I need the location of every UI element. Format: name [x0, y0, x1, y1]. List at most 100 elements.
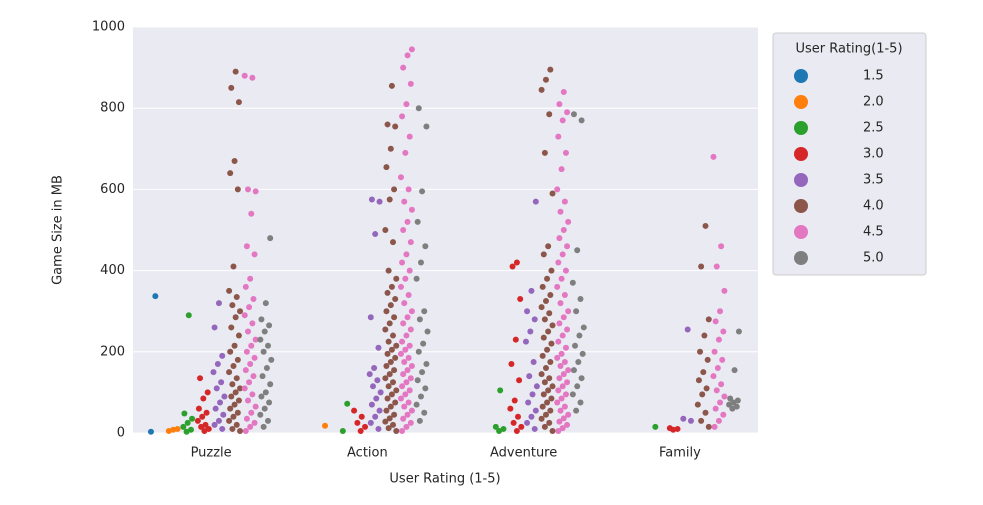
strip-point [560, 371, 567, 378]
strip-point [215, 300, 222, 307]
legend-title: User Rating(1-5) [795, 42, 902, 57]
strip-point [366, 371, 373, 378]
strip-point [404, 367, 411, 374]
strip-point [510, 419, 517, 426]
strip-point [530, 358, 537, 365]
y-axis-label: Game Size in MB [51, 175, 66, 285]
strip-point [370, 383, 376, 390]
strip-point [249, 74, 256, 81]
strip-point [258, 316, 265, 323]
strip-point [388, 346, 395, 353]
strip-point [358, 413, 365, 420]
strip-point [540, 251, 547, 258]
strip-point [528, 287, 535, 294]
strip-point [538, 304, 545, 311]
strip-point [576, 332, 583, 339]
strip-point [698, 417, 705, 424]
strip-point [241, 72, 248, 79]
strip-point [560, 88, 567, 95]
strip-point [423, 360, 430, 367]
strip-point [383, 363, 390, 370]
strip-point [500, 425, 507, 432]
legend-marker [794, 199, 808, 213]
strip-point [404, 411, 411, 418]
strip-point [367, 314, 374, 321]
strip-point [392, 399, 399, 406]
strip-point [404, 314, 411, 321]
strip-point [392, 296, 399, 303]
strip-point [400, 415, 407, 422]
strip-point [220, 411, 227, 418]
strip-point [322, 422, 329, 429]
strip-point [227, 170, 234, 177]
legend-label: 5.0 [863, 251, 884, 266]
strip-point [539, 403, 546, 410]
legend-label: 4.5 [863, 225, 884, 240]
strip-point [247, 423, 254, 430]
strip-point [174, 425, 181, 432]
strip-point [712, 318, 719, 325]
strip-point [237, 427, 244, 434]
strip-point [384, 395, 391, 402]
strip-point [262, 300, 269, 307]
strip-point [735, 328, 742, 335]
strip-point [720, 411, 727, 418]
strip-point [246, 304, 253, 311]
strip-point [562, 344, 569, 351]
legend-marker [794, 173, 808, 187]
strip-point [400, 371, 407, 378]
x-tick-label: Adventure [490, 446, 557, 461]
strip-point [261, 328, 268, 335]
strip-point [376, 407, 383, 414]
strip-point [562, 267, 569, 274]
strip-point [219, 425, 226, 432]
strip-point [368, 196, 375, 203]
strip-point [403, 379, 410, 386]
strip-point [727, 395, 734, 402]
strip-point [407, 375, 414, 382]
strip-point [195, 405, 202, 412]
strip-point [233, 375, 240, 382]
strip-point [197, 375, 204, 382]
strip-point [385, 425, 392, 432]
strip-point [700, 369, 707, 376]
strip-point [375, 425, 382, 432]
strip-point [382, 418, 389, 425]
legend-marker [794, 69, 808, 83]
strip-point [406, 267, 413, 274]
strip-point [204, 389, 211, 396]
legend-marker [794, 95, 808, 109]
legend-box [772, 32, 927, 276]
strip-point [564, 421, 571, 428]
strip-point [387, 403, 394, 410]
strip-point [408, 308, 415, 315]
strip-point [399, 338, 406, 345]
strip-point [712, 405, 719, 412]
strip-point [556, 418, 563, 425]
strip-point [249, 391, 256, 398]
strip-point [390, 379, 396, 386]
strip-point [695, 377, 702, 384]
strip-point [252, 336, 259, 343]
strip-point [524, 308, 531, 315]
strip-point [399, 383, 406, 390]
strip-point [377, 389, 384, 396]
strip-point [406, 342, 413, 349]
legend-marker [794, 147, 808, 161]
strip-point [698, 263, 705, 270]
strip-point [393, 427, 400, 434]
strip-point [215, 417, 222, 424]
strip-point [251, 419, 258, 426]
strip-point [211, 324, 218, 331]
strip-point [344, 400, 351, 407]
strip-point [549, 383, 556, 390]
strip-point [402, 391, 409, 398]
strip-point [574, 247, 581, 254]
strip-point [666, 425, 673, 432]
strip-point [417, 393, 424, 400]
strip-point [228, 324, 235, 331]
strip-point [399, 427, 406, 434]
strip-point [406, 387, 413, 394]
strip-point [194, 417, 201, 424]
strip-point [554, 283, 561, 290]
